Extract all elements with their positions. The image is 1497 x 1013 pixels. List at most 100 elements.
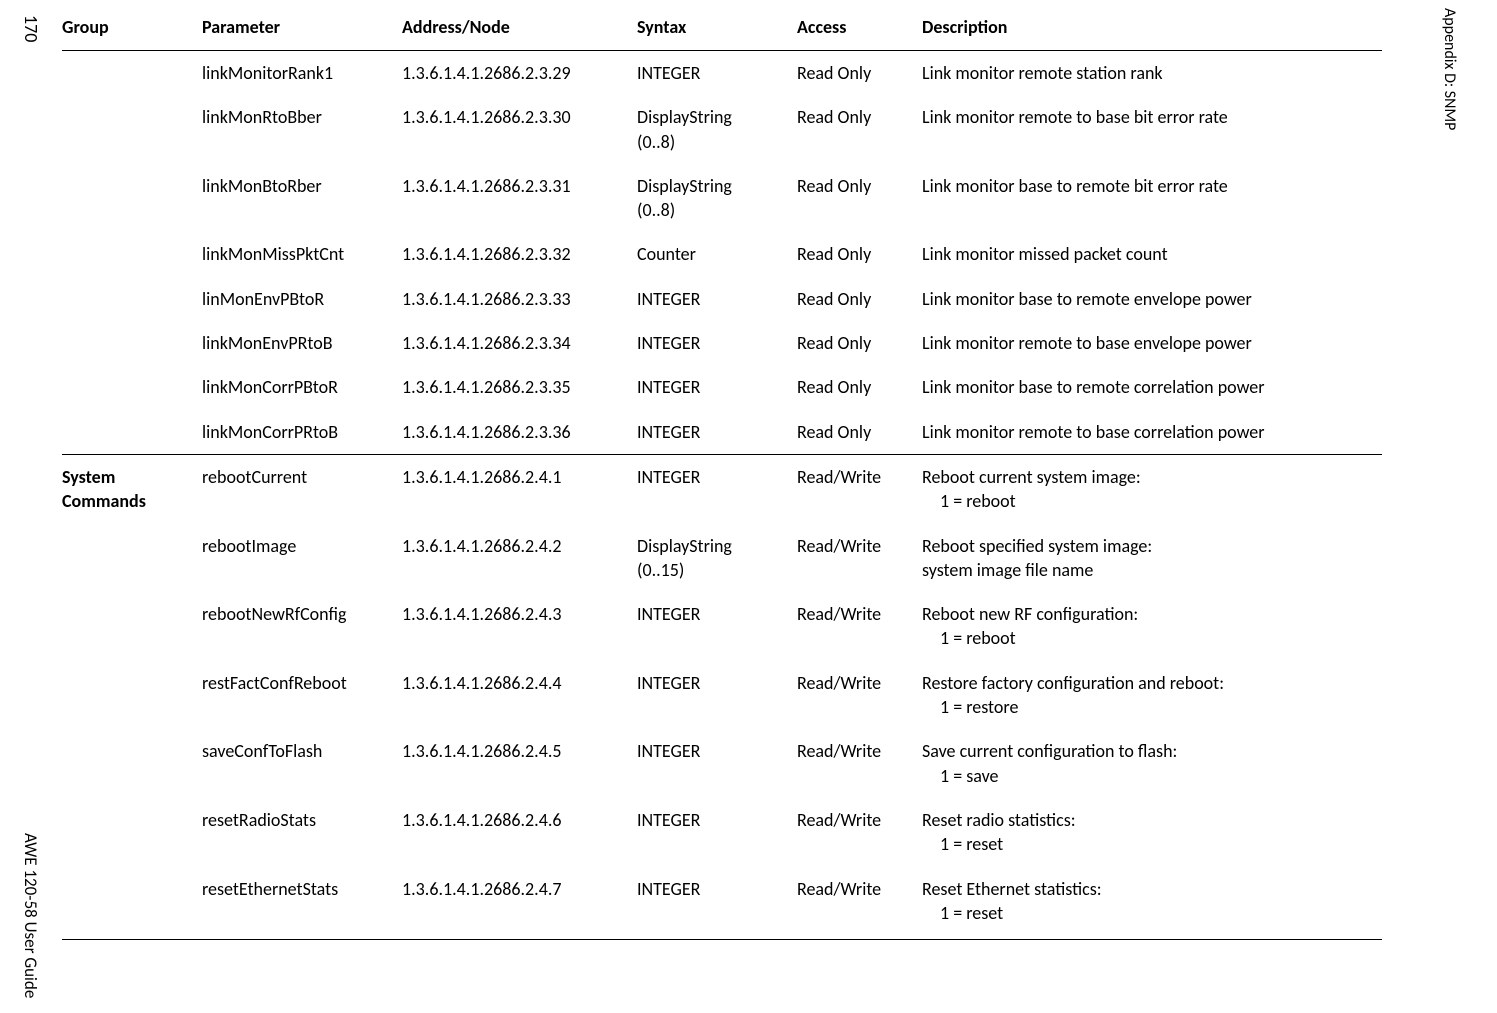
cell-access: Read/Write [797,592,922,661]
table-row: resetEthernetStats1.3.6.1.4.1.2686.2.4.7… [62,867,1382,940]
cell-group [62,729,202,798]
cell-group [62,95,202,164]
cell-param: linMonEnvPBtoR [202,277,402,321]
table-row: restFactConfReboot1.3.6.1.4.1.2686.2.4.4… [62,661,1382,730]
table-row: linkMonBtoRber1.3.6.1.4.1.2686.2.3.31Dis… [62,164,1382,233]
cell-syntax: INTEGER [637,365,797,409]
cell-syntax: DisplayString(0..8) [637,164,797,233]
user-guide-label: AWE 120-58 User Guide [20,833,41,998]
cell-addr: 1.3.6.1.4.1.2686.2.4.3 [402,592,637,661]
cell-param: resetEthernetStats [202,867,402,940]
col-header-param: Parameter [202,8,402,51]
cell-desc: Reboot current system image:1 = reboot [922,454,1382,523]
cell-syntax: Counter [637,232,797,276]
cell-syntax: INTEGER [637,661,797,730]
cell-param: linkMonMissPktCnt [202,232,402,276]
cell-syntax: INTEGER [637,277,797,321]
cell-addr: 1.3.6.1.4.1.2686.2.4.7 [402,867,637,940]
table-row: linkMonCorrPRtoB1.3.6.1.4.1.2686.2.3.36I… [62,410,1382,455]
col-header-desc: Description [922,8,1382,51]
table-header: Group Parameter Address/Node Syntax Acce… [62,8,1382,51]
table-row: linkMonMissPktCnt1.3.6.1.4.1.2686.2.3.32… [62,232,1382,276]
cell-desc: Reset Ethernet statistics:1 = reset [922,867,1382,940]
desc-sub: 1 = reset [922,901,1372,925]
desc-main: Reboot specified system image: [922,535,1152,557]
desc-main: Link monitor missed packet count [922,243,1168,265]
cell-addr: 1.3.6.1.4.1.2686.2.3.33 [402,277,637,321]
cell-param: resetRadioStats [202,798,402,867]
cell-syntax: INTEGER [637,729,797,798]
cell-addr: 1.3.6.1.4.1.2686.2.3.29 [402,51,637,96]
cell-desc: Link monitor missed packet count [922,232,1382,276]
cell-group [62,321,202,365]
cell-param: linkMonCorrPBtoR [202,365,402,409]
cell-syntax: DisplayString(0..15) [637,524,797,593]
cell-access: Read Only [797,51,922,96]
cell-access: Read Only [797,164,922,233]
desc-sub: 1 = reboot [922,489,1372,513]
table-row: SystemCommandsrebootCurrent1.3.6.1.4.1.2… [62,454,1382,523]
cell-group [62,661,202,730]
cell-param: linkMonitorRank1 [202,51,402,96]
desc-main: Reset radio statistics: [922,809,1076,831]
cell-group [62,232,202,276]
cell-group [62,365,202,409]
desc-main: Link monitor remote station rank [922,62,1163,84]
cell-access: Read Only [797,365,922,409]
cell-access: Read Only [797,232,922,276]
desc-sub: system image file name [922,558,1372,582]
cell-param: saveConfToFlash [202,729,402,798]
desc-main: Link monitor base to remote bit error ra… [922,175,1228,197]
col-header-group: Group [62,8,202,51]
desc-main: Reboot new RF configuration: [922,603,1138,625]
cell-addr: 1.3.6.1.4.1.2686.2.3.30 [402,95,637,164]
desc-main: Link monitor remote to base bit error ra… [922,106,1228,128]
cell-param: linkMonCorrPRtoB [202,410,402,455]
cell-access: Read/Write [797,798,922,867]
desc-main: Reset Ethernet statistics: [922,878,1102,900]
cell-addr: 1.3.6.1.4.1.2686.2.4.1 [402,454,637,523]
cell-syntax: INTEGER [637,798,797,867]
table-row: rebootNewRfConfig1.3.6.1.4.1.2686.2.4.3I… [62,592,1382,661]
cell-group [62,51,202,96]
cell-desc: Reboot specified system image:system ima… [922,524,1382,593]
cell-syntax: INTEGER [637,867,797,940]
cell-desc: Reboot new RF configuration:1 = reboot [922,592,1382,661]
cell-access: Read/Write [797,661,922,730]
cell-desc: Restore factory configuration and reboot… [922,661,1382,730]
cell-addr: 1.3.6.1.4.1.2686.2.4.6 [402,798,637,867]
cell-addr: 1.3.6.1.4.1.2686.2.4.4 [402,661,637,730]
table-body: linkMonitorRank11.3.6.1.4.1.2686.2.3.29I… [62,51,1382,940]
cell-addr: 1.3.6.1.4.1.2686.2.3.31 [402,164,637,233]
table-row: linMonEnvPBtoR1.3.6.1.4.1.2686.2.3.33INT… [62,277,1382,321]
desc-sub: 1 = save [922,764,1372,788]
table-row: linkMonCorrPBtoR1.3.6.1.4.1.2686.2.3.35I… [62,365,1382,409]
cell-group [62,410,202,455]
cell-access: Read/Write [797,524,922,593]
cell-param: rebootCurrent [202,454,402,523]
cell-syntax: INTEGER [637,321,797,365]
desc-sub: 1 = restore [922,695,1372,719]
snmp-table: Group Parameter Address/Node Syntax Acce… [62,8,1382,940]
table-row: rebootImage1.3.6.1.4.1.2686.2.4.2Display… [62,524,1382,593]
cell-access: Read Only [797,95,922,164]
cell-group [62,164,202,233]
cell-access: Read/Write [797,729,922,798]
cell-group [62,524,202,593]
cell-desc: Link monitor base to remote correlation … [922,365,1382,409]
cell-group: SystemCommands [62,454,202,523]
table-row: linkMonRtoBber1.3.6.1.4.1.2686.2.3.30Dis… [62,95,1382,164]
cell-desc: Link monitor remote to base correlation … [922,410,1382,455]
desc-main: Restore factory configuration and reboot… [922,672,1224,694]
cell-syntax: INTEGER [637,51,797,96]
cell-access: Read/Write [797,867,922,940]
cell-group [62,592,202,661]
col-header-access: Access [797,8,922,51]
cell-param: rebootNewRfConfig [202,592,402,661]
table-row: saveConfToFlash1.3.6.1.4.1.2686.2.4.5INT… [62,729,1382,798]
desc-main: Save current configuration to flash: [922,740,1177,762]
cell-syntax: INTEGER [637,410,797,455]
cell-desc: Link monitor remote to base envelope pow… [922,321,1382,365]
page-number: 170 [20,15,42,42]
cell-desc: Link monitor remote to base bit error ra… [922,95,1382,164]
